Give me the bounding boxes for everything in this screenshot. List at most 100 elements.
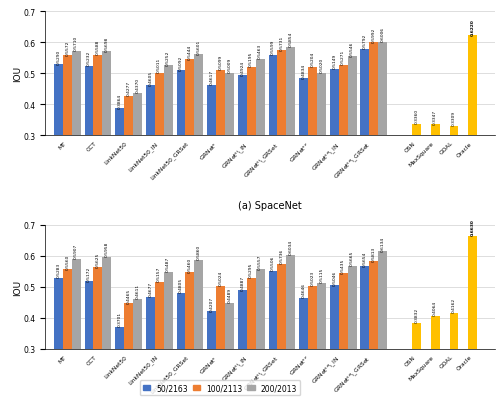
Bar [378, 252, 387, 349]
Bar [360, 49, 370, 136]
Bar [186, 60, 194, 136]
Text: 0.5092: 0.5092 [179, 55, 183, 71]
Text: 0.5665: 0.5665 [350, 250, 354, 266]
Bar [247, 278, 256, 349]
Bar [102, 257, 112, 349]
Text: 0.5460: 0.5460 [188, 257, 192, 272]
Bar [155, 74, 164, 136]
Bar [317, 73, 326, 136]
Text: 0.4677: 0.4677 [148, 281, 152, 296]
Bar [299, 79, 308, 136]
Text: 0.3864: 0.3864 [118, 93, 122, 109]
Text: 0.6034: 0.6034 [289, 239, 293, 254]
Bar [370, 262, 378, 349]
Bar [133, 93, 142, 136]
Text: 0.4611: 0.4611 [136, 283, 140, 298]
Bar [338, 65, 347, 136]
Text: 0.5023: 0.5023 [310, 270, 314, 286]
Text: 0.5546: 0.5546 [350, 41, 354, 57]
Bar [146, 297, 155, 349]
Bar [468, 36, 477, 136]
Bar [338, 273, 347, 349]
Bar [54, 278, 63, 349]
Bar [360, 267, 370, 349]
Text: 0.4465: 0.4465 [126, 288, 130, 303]
Text: 0.5195: 0.5195 [249, 52, 253, 67]
Text: 0.4277: 0.4277 [126, 81, 130, 96]
Bar [84, 282, 94, 349]
Bar [225, 303, 234, 349]
Text: 0.5698: 0.5698 [105, 36, 109, 52]
Text: 0.4207: 0.4207 [210, 296, 214, 311]
Bar [348, 57, 356, 136]
Text: 0.5115: 0.5115 [320, 267, 324, 283]
Bar [54, 65, 63, 136]
Text: 0.3701: 0.3701 [118, 312, 122, 326]
Text: 0.5625: 0.5625 [96, 252, 100, 267]
Text: 0.5599: 0.5599 [271, 39, 275, 55]
Text: 0.5232: 0.5232 [87, 51, 91, 66]
Bar [124, 304, 133, 349]
Text: 0.5204: 0.5204 [310, 52, 314, 67]
Text: 0.5854: 0.5854 [289, 32, 293, 47]
Text: 0.5009: 0.5009 [228, 58, 232, 73]
Text: 0.4887: 0.4887 [240, 275, 244, 290]
Text: 0.4064: 0.4064 [433, 300, 437, 315]
Text: 0.5907: 0.5907 [74, 243, 78, 258]
Bar [63, 269, 72, 349]
Bar [308, 286, 317, 349]
Text: 0.5487: 0.5487 [166, 256, 170, 271]
Y-axis label: IOU: IOU [13, 66, 22, 82]
Bar [94, 267, 102, 349]
Text: 0.5011: 0.5011 [157, 58, 161, 73]
Bar [176, 293, 186, 349]
Bar [370, 43, 378, 136]
Bar [278, 51, 286, 136]
Bar [115, 327, 124, 349]
Text: 0.3832: 0.3832 [414, 308, 418, 322]
Bar [102, 53, 112, 136]
Bar [450, 313, 458, 349]
Text: 0.5172: 0.5172 [87, 266, 91, 281]
Bar [238, 290, 247, 349]
Bar [450, 126, 458, 136]
Text: 0.4489: 0.4489 [228, 287, 232, 302]
Bar [133, 299, 142, 349]
Legend: 50/2163, 100/2113, 200/2013: 50/2163, 100/2113, 200/2013 [140, 380, 300, 395]
Bar [468, 237, 477, 349]
Text: 0.4162: 0.4162 [452, 297, 456, 312]
Text: 0.5099: 0.5099 [218, 55, 222, 70]
Text: 0.5290: 0.5290 [56, 49, 60, 64]
Bar [286, 47, 295, 136]
Text: 0.6630: 0.6630 [470, 219, 474, 236]
Text: 0.5792: 0.5792 [363, 34, 367, 49]
Text: 0.5958: 0.5958 [105, 241, 109, 257]
Text: 0.3347: 0.3347 [433, 109, 437, 124]
Bar [124, 96, 133, 136]
Bar [84, 67, 94, 136]
Bar [216, 71, 225, 136]
Bar [186, 273, 194, 349]
Bar [378, 43, 387, 136]
Text: 0.5992: 0.5992 [372, 27, 376, 43]
Bar [412, 323, 421, 349]
Bar [299, 298, 308, 349]
Text: 0.4605: 0.4605 [148, 70, 152, 85]
Text: 0.5860: 0.5860 [197, 245, 201, 260]
Text: 0.4370: 0.4370 [136, 78, 140, 93]
Bar [194, 55, 203, 136]
Bar [278, 264, 286, 349]
Text: 0.5020: 0.5020 [320, 57, 324, 73]
Text: 0.5813: 0.5813 [372, 246, 376, 261]
Bar [247, 68, 256, 136]
Bar [286, 255, 295, 349]
Bar [94, 56, 102, 136]
Bar [430, 316, 440, 349]
Text: 0.5506: 0.5506 [271, 255, 275, 271]
Bar [194, 260, 203, 349]
Bar [430, 125, 440, 136]
Bar [207, 312, 216, 349]
Bar [155, 282, 164, 349]
Text: 0.5271: 0.5271 [341, 50, 345, 65]
Bar [308, 68, 317, 136]
